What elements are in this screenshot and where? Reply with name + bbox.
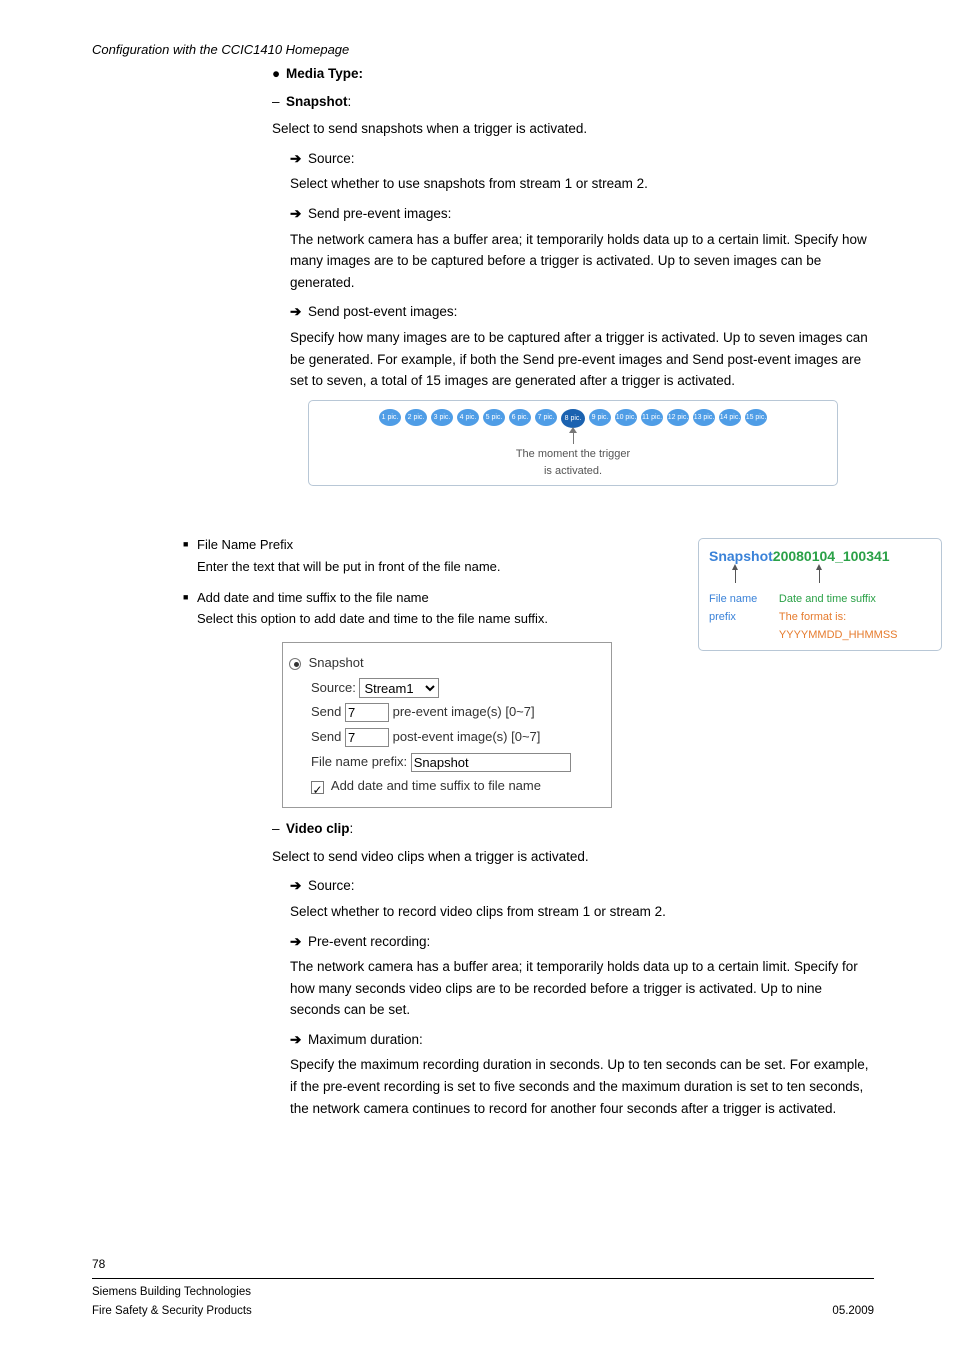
source-label-text: Source: <box>308 151 355 166</box>
footer-dept: Fire Safety & Security Products <box>92 1302 252 1320</box>
pic-circle: 7 pic. <box>535 409 557 426</box>
up-arrow-icon <box>819 569 820 583</box>
radio-icon[interactable] <box>289 658 301 670</box>
pic-circle: 6 pic. <box>509 409 531 426</box>
snapshot-radio-row: Snapshot <box>289 651 601 676</box>
send-pre-label: Send <box>311 704 341 719</box>
add-suffix-check-label: Add date and time suffix to file name <box>331 778 541 793</box>
vc-maxdur-label-text: Maximum duration: <box>308 1032 423 1047</box>
page-number: 78 <box>92 1255 874 1274</box>
trigger-line2: is activated. <box>544 465 602 477</box>
send-pre-tail: pre-event image(s) [0~7] <box>393 704 535 719</box>
fileprefix-label: File name prefix: <box>311 754 407 769</box>
snapshot-settings-panel: Snapshot Source: Stream1 Send pre-event … <box>282 642 612 808</box>
fileprefix-input[interactable] <box>411 753 571 772</box>
videoclip-preevent-desc: The network camera has a buffer area; it… <box>290 956 874 1021</box>
snapshot-postevent-label: ➔Send post-event images: <box>290 301 874 323</box>
file-prefix-title: File Name Prefix <box>197 537 293 552</box>
footer-company: Siemens Building Technologies <box>92 1283 251 1301</box>
videoclip-preevent-label: ➔Pre-event recording: <box>290 931 874 953</box>
pic-row: 1 pic.2 pic.3 pic.4 pic.5 pic.6 pic.7 pi… <box>309 401 837 428</box>
videoclip-maxdur-desc: Specify the maximum recording duration i… <box>290 1054 874 1119</box>
pic-circle: 4 pic. <box>457 409 479 426</box>
pic-circle: 11 pic. <box>641 409 663 426</box>
up-arrow-icon <box>735 569 736 583</box>
snapshot-source-desc: Select whether to use snapshots from str… <box>290 173 874 195</box>
pic-circle: 8 pic. <box>561 409 585 428</box>
snapshot-source-label: ➔Source: <box>290 148 874 170</box>
add-suffix-title: Add date and time suffix to the file nam… <box>197 590 429 605</box>
pic-circle: 2 pic. <box>405 409 427 426</box>
post-event-input[interactable] <box>345 728 389 747</box>
videoclip-heading: –Video clip: <box>272 818 874 840</box>
prefix-label2: Date and time suffix <box>779 593 876 605</box>
send-post-label: Send <box>311 729 341 744</box>
pic-circle: 13 pic. <box>693 409 715 426</box>
pic-circle: 10 pic. <box>615 409 637 426</box>
pic-circle: 12 pic. <box>667 409 689 426</box>
videoclip-maxdur-label: ➔Maximum duration: <box>290 1029 874 1051</box>
pic-circle: 9 pic. <box>589 409 611 426</box>
postevent-label-text: Send post-event images: <box>308 304 457 319</box>
snapshot-intro: Select to send snapshots when a trigger … <box>272 118 874 140</box>
file-prefix-block: ■File Name Prefix Enter the text that wi… <box>183 535 548 640</box>
pre-event-input[interactable] <box>345 703 389 722</box>
vc-preevent-label-text: Pre-event recording: <box>308 934 430 949</box>
source-label: Source: <box>311 680 356 695</box>
snapshot-heading: –Snapshot: <box>272 91 874 113</box>
pic-circle: 1 pic. <box>379 409 401 426</box>
pic-circle: 15 pic. <box>745 409 767 426</box>
file-prefix-desc: Enter the text that will be put in front… <box>197 557 548 578</box>
vc-source-label-text: Source: <box>308 878 355 893</box>
pic-circle: 3 pic. <box>431 409 453 426</box>
videoclip-source-label: ➔Source: <box>290 875 874 897</box>
pic-circle: 14 pic. <box>719 409 741 426</box>
trigger-arrow-line <box>573 430 574 444</box>
send-post-tail: post-event image(s) [0~7] <box>393 729 541 744</box>
add-suffix-checkbox[interactable] <box>311 781 324 794</box>
trigger-line1: The moment the trigger <box>516 448 630 460</box>
pic-circle: 5 pic. <box>483 409 505 426</box>
footer-date: 05.2009 <box>832 1302 874 1320</box>
snapshot-preevent-desc: The network camera has a buffer area; it… <box>290 229 874 294</box>
videoclip-source-desc: Select whether to record video clips fro… <box>290 901 874 923</box>
videoclip-intro: Select to send video clips when a trigge… <box>272 846 874 868</box>
page-footer: 78 Siemens Building Technologies Fire Sa… <box>92 1255 874 1320</box>
media-type-heading: ●Media Type: <box>272 63 874 85</box>
snapshot-postevent-desc: Specify how many images are to be captur… <box>290 327 874 392</box>
trigger-diagram: 1 pic.2 pic.3 pic.4 pic.5 pic.6 pic.7 pi… <box>308 400 838 486</box>
trigger-text: The moment the trigger is activated. <box>309 446 837 481</box>
prefix-part1: Snapshot <box>709 548 773 564</box>
snapshot-title: Snapshot <box>286 94 348 109</box>
add-suffix-desc: Select this option to add date and time … <box>197 609 548 630</box>
prefix-part2: 20080104_100341 <box>773 548 890 564</box>
snapshot-preevent-label: ➔Send pre-event images: <box>290 203 874 225</box>
source-select[interactable]: Stream1 <box>359 678 439 698</box>
videoclip-title: Video clip <box>286 821 350 836</box>
snapshot-radio-label: Snapshot <box>309 655 364 670</box>
preevent-label-text: Send pre-event images: <box>308 206 451 221</box>
page-section-header: Configuration with the CCIC1410 Homepage <box>92 40 349 61</box>
media-type-label: Media Type: <box>286 66 363 81</box>
